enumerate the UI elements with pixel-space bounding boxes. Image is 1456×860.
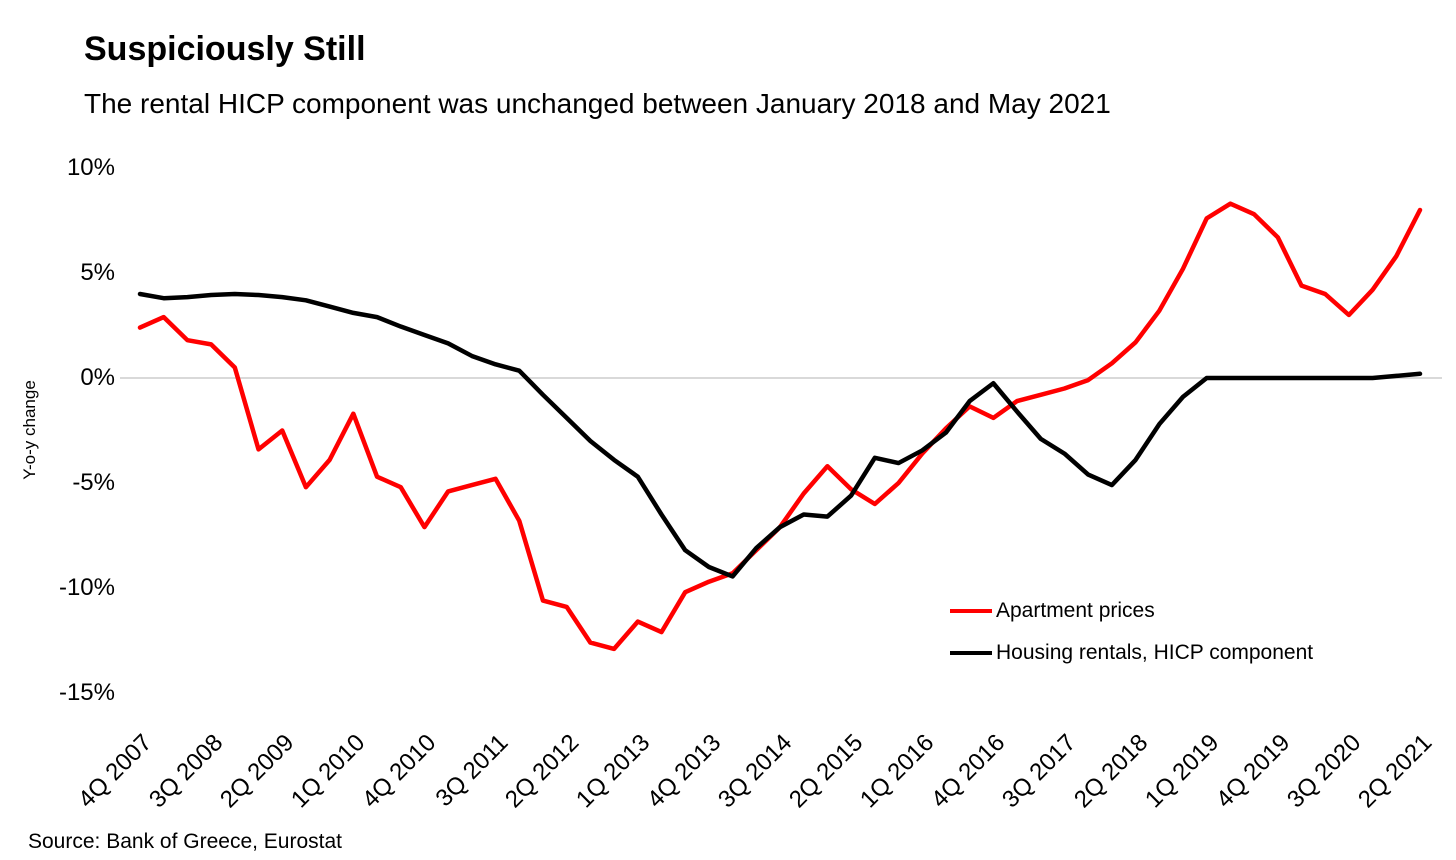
y-axis-title: Y-o-y change bbox=[20, 380, 39, 480]
legend-label: Apartment prices bbox=[996, 599, 1155, 622]
chart-subtitle: The rental HICP component was unchanged … bbox=[84, 88, 1111, 119]
apartment-prices-swatch bbox=[950, 609, 992, 613]
housing-rentals-swatch bbox=[950, 651, 992, 655]
legend-item-apartment-prices: Apartment prices bbox=[950, 598, 1313, 624]
y-tick-label: -5% bbox=[72, 469, 115, 496]
legend: Apartment prices Housing rentals, HICP c… bbox=[950, 598, 1313, 682]
chart-title: Suspiciously Still bbox=[84, 30, 366, 68]
y-tick-label: -15% bbox=[58, 679, 115, 706]
y-tick-label: 5% bbox=[80, 259, 115, 286]
legend-label: Housing rentals, HICP component bbox=[996, 641, 1314, 664]
y-tick-label: 0% bbox=[80, 364, 115, 391]
legend-item-housing-rentals: Housing rentals, HICP component bbox=[950, 640, 1313, 666]
housing-rentals-hicp-line bbox=[137, 291, 1423, 579]
apartment-prices-line bbox=[137, 201, 1423, 652]
source-note: Source: Bank of Greece, Eurostat bbox=[28, 830, 342, 853]
y-tick-label: -10% bbox=[58, 574, 115, 601]
y-tick-label: 10% bbox=[66, 154, 115, 181]
